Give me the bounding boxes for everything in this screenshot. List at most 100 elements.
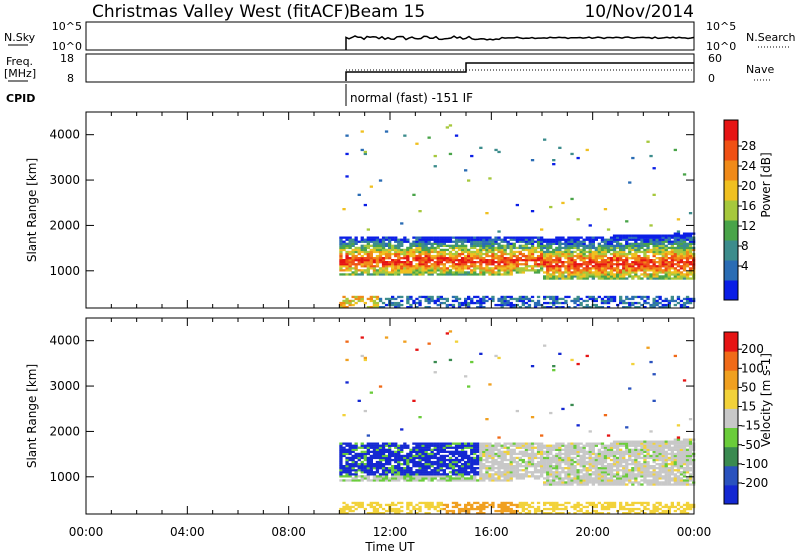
heatmap-cell [552,259,556,262]
heatmap-cell [470,463,474,466]
heatmap-cell [600,259,605,262]
heatmap-cell [640,473,644,476]
heatmap-cell [552,248,556,252]
heatmap-cell [591,456,595,460]
heatmap-cell [588,442,592,445]
heatmap-cell [406,512,410,515]
heatmap-cell [549,411,553,415]
heatmap-cell [527,257,532,260]
heatmap-cell [685,248,690,252]
heatmap-cell [388,254,392,258]
heatmap-cell [530,454,535,458]
heatmap-cell [509,263,513,266]
heatmap-cell [625,238,629,241]
heatmap-cell [445,244,449,247]
heatmap-cell [372,271,377,274]
heatmap-cell [640,261,644,264]
heatmap-cell [609,261,614,264]
heatmap-cell [515,267,519,270]
heatmap-cell [497,505,501,509]
heatmap-cell [582,238,586,241]
heatmap-cell [384,273,389,276]
heatmap-cell [549,254,553,258]
heatmap-cell [512,263,516,266]
heatmap-cell [424,442,428,445]
heatmap-cell [637,242,641,245]
heatmap-cell [682,479,687,482]
heatmap-cell [384,254,389,258]
heatmap-cell [549,465,553,468]
heatmap-cell [372,295,377,299]
heatmap-cell [622,273,626,276]
heatmap-cell [597,501,601,505]
heatmap-cell [549,463,553,466]
heatmap-cell [415,306,419,309]
heatmap-cell [351,240,355,243]
heatmap-cell [582,306,586,309]
heatmap-cell [676,450,681,453]
heatmap-cell [536,450,541,453]
heatmap-cell [682,467,687,470]
heatmap-cell [467,458,471,462]
heatmap-cell [369,265,373,268]
heatmap-cell [688,505,693,509]
heatmap-cell [549,473,553,476]
heatmap-cell [622,477,626,480]
heatmap-cell [582,479,586,482]
heatmap-cell [631,450,635,453]
heatmap-cell [473,257,477,260]
heatmap-cell [506,458,510,462]
heatmap-cell [394,475,398,478]
heatmap-cell [430,250,434,254]
heatmap-cell [412,399,416,402]
heatmap-cell [549,265,553,268]
heatmap-cell [603,479,608,482]
heatmap-cell [579,271,583,274]
heatmap-cell [339,444,343,447]
heatmap-cell [679,240,684,243]
heatmap-cell [518,271,522,274]
heatmap-cell [378,252,383,256]
heatmap-cell [637,471,641,474]
heatmap-cell [612,473,617,476]
heatmap-cell [643,234,647,237]
heatmap-cell [397,269,401,272]
heatmap-cell [646,450,650,453]
heatmap-cell [600,275,605,278]
heatmap-cell [591,303,595,307]
heatmap-cell [628,263,632,266]
heatmap-cell [424,465,428,468]
velocity-heatmap [339,330,696,515]
heatmap-cell [445,505,449,509]
heatmap-cell [512,303,516,307]
heatmap-cell [476,467,480,470]
heatmap-cell [637,467,641,470]
heatmap-cell [567,271,571,274]
heatmap-cell [588,271,592,274]
heatmap-cell [372,240,377,243]
heatmap-cell [454,463,459,466]
heatmap-cell [427,452,431,456]
heatmap-cell [366,273,370,276]
heatmap-cell [628,387,632,390]
heatmap-cell [518,501,522,505]
heatmap-cell [634,446,638,449]
heatmap-cell [509,306,513,309]
heatmap-cell [418,271,422,274]
heatmap-cell [345,460,349,464]
heatmap-cell [369,512,373,515]
heatmap-cell [649,273,653,276]
heatmap-cell [637,483,641,486]
heatmap-cell [612,234,617,237]
heatmap-cell [573,301,577,305]
heatmap-cell [366,263,370,266]
heatmap-cell [631,297,635,301]
heatmap-cell [345,252,349,256]
heatmap-cell [391,442,395,445]
heatmap-cell [497,479,501,482]
heatmap-cell [348,242,352,245]
heatmap-cell [591,483,595,486]
heatmap-cell [655,257,659,260]
heatmap-cell [473,271,477,274]
heatmap-cell [409,273,413,276]
